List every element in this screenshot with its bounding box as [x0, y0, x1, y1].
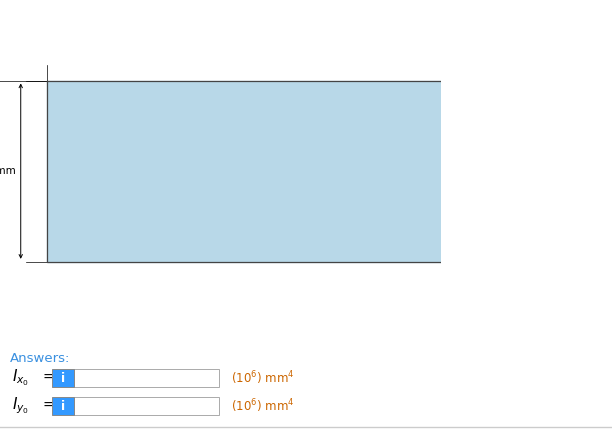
- Text: Determine the moments of inertia of the Z-section about its centroidal $x_0$- an: Determine the moments of inertia of the …: [7, 9, 543, 26]
- Bar: [52, 369, 74, 387]
- Text: 17 mm: 17 mm: [0, 166, 15, 176]
- Bar: [52, 397, 74, 415]
- Text: $(10^6)\ \mathrm{mm}^4$: $(10^6)\ \mathrm{mm}^4$: [231, 369, 294, 387]
- Polygon shape: [47, 80, 612, 430]
- Text: =: =: [42, 399, 54, 413]
- Text: i: i: [61, 399, 65, 412]
- Text: $(10^6)\ \mathrm{mm}^4$: $(10^6)\ \mathrm{mm}^4$: [231, 397, 294, 415]
- Bar: [74, 369, 219, 387]
- Text: =: =: [42, 371, 54, 385]
- Text: $I_{y_0}$: $I_{y_0}$: [12, 396, 29, 416]
- Text: $I_{x_0}$: $I_{x_0}$: [12, 368, 29, 388]
- Text: i: i: [61, 372, 65, 384]
- Text: Answers:: Answers:: [10, 352, 70, 365]
- Bar: [74, 397, 219, 415]
